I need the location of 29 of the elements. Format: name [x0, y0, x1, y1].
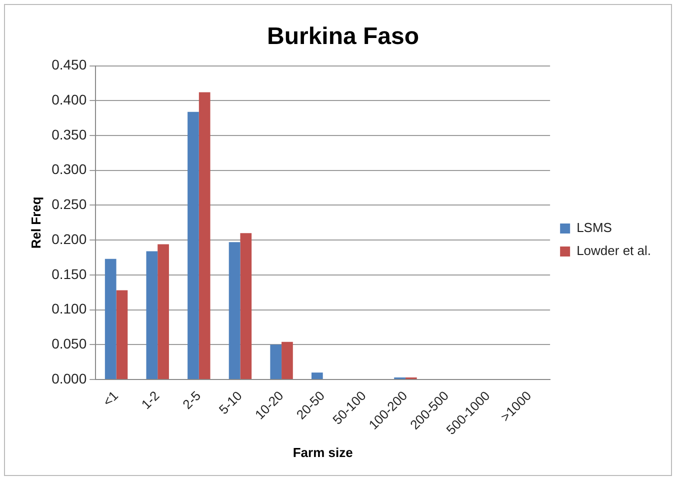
legend-label: Lowder et al.	[576, 243, 652, 258]
bar	[240, 233, 252, 380]
legend-label: LSMS	[576, 220, 612, 236]
y-axis-title: Rel Freq	[28, 196, 44, 249]
x-tick-label: 2-5	[180, 388, 204, 412]
bar	[282, 342, 293, 380]
y-tick-label: 0.000	[52, 370, 87, 386]
bar	[158, 244, 169, 380]
bar	[188, 112, 199, 380]
chart-title: Burkina Faso	[266, 23, 420, 50]
y-tick-label: 0.350	[52, 126, 87, 142]
y-tick-label: 0.200	[52, 230, 87, 247]
bar	[270, 344, 282, 380]
y-tick-label: 0.050	[52, 336, 87, 352]
y-tick-label: 0.300	[52, 161, 87, 178]
y-tick-label: 0.400	[52, 92, 87, 108]
y-tick-label: 0.100	[52, 300, 87, 317]
y-tick-label: 0.450	[52, 56, 87, 73]
x-axis-title: Farm size	[292, 444, 353, 460]
y-tick-label: 0.150	[52, 266, 87, 282]
bar	[146, 251, 158, 380]
bar	[228, 242, 240, 380]
x-tick-label: <1	[100, 388, 121, 410]
bar	[116, 290, 128, 380]
bar	[198, 92, 210, 380]
bar	[311, 372, 323, 380]
x-tick-label: 1-2	[138, 388, 162, 412]
y-tick-label: 0.250	[52, 196, 87, 212]
bar	[104, 258, 116, 380]
